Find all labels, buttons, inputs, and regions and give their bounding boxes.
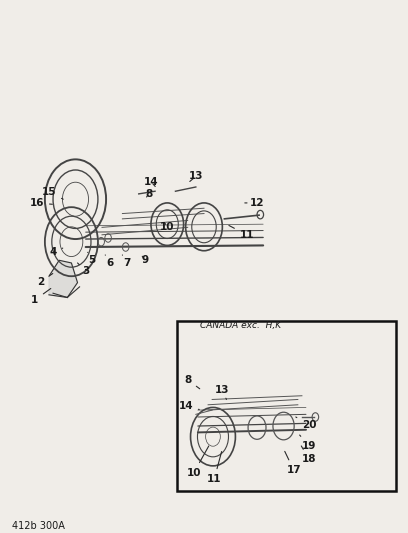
Text: 10: 10 <box>160 222 175 232</box>
Text: 20: 20 <box>296 417 317 430</box>
Text: 18: 18 <box>301 446 317 464</box>
Text: 3: 3 <box>78 263 89 276</box>
Bar <box>177 321 396 491</box>
Text: 10: 10 <box>186 446 209 478</box>
Text: 9: 9 <box>141 255 149 265</box>
Text: 2: 2 <box>37 273 53 287</box>
Text: 11: 11 <box>207 451 222 484</box>
Text: 4: 4 <box>49 247 63 257</box>
Text: 7: 7 <box>122 255 130 268</box>
Text: 1: 1 <box>31 288 51 305</box>
Text: 8: 8 <box>145 189 153 199</box>
Text: 13: 13 <box>188 172 203 181</box>
Text: 412b 300A: 412b 300A <box>12 521 65 530</box>
Polygon shape <box>49 260 78 297</box>
Text: 17: 17 <box>285 451 301 475</box>
Text: 19: 19 <box>299 435 317 451</box>
Text: 12: 12 <box>245 198 264 208</box>
Text: 6: 6 <box>105 255 114 268</box>
Text: 5: 5 <box>88 252 95 265</box>
Text: 8: 8 <box>184 375 200 389</box>
Text: 15: 15 <box>42 187 63 199</box>
Text: 13: 13 <box>215 385 230 399</box>
Text: 14: 14 <box>178 401 199 411</box>
Text: 16: 16 <box>29 198 52 208</box>
Text: CANADA exc.  H,K: CANADA exc. H,K <box>200 321 281 330</box>
Text: 14: 14 <box>144 176 158 187</box>
Text: 11: 11 <box>229 225 254 240</box>
